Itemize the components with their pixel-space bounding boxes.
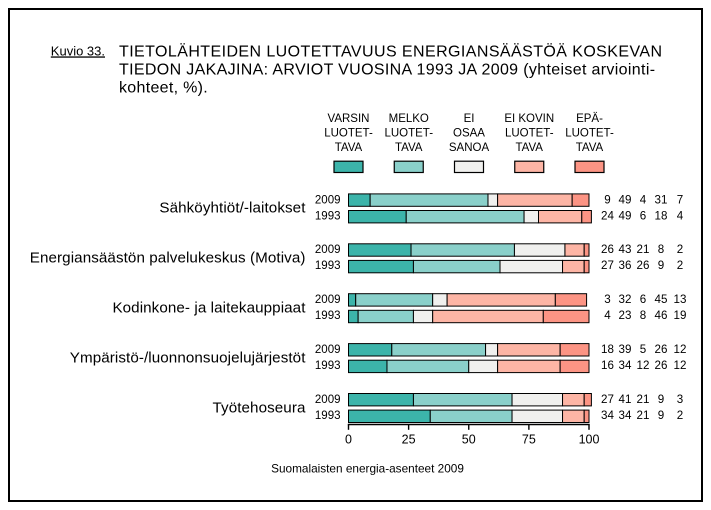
- svg-text:50: 50: [462, 432, 476, 446]
- svg-text:SANOA: SANOA: [449, 142, 490, 154]
- svg-text:45: 45: [655, 293, 668, 306]
- svg-text:kohteet, %).: kohteet, %).: [119, 79, 208, 96]
- svg-text:VARSIN: VARSIN: [328, 113, 370, 125]
- svg-text:Työtehoseura: Työtehoseura: [213, 399, 306, 416]
- svg-text:26: 26: [655, 343, 668, 356]
- svg-text:46: 46: [655, 309, 668, 322]
- svg-text:0: 0: [345, 432, 352, 446]
- svg-text:MELKO: MELKO: [389, 113, 429, 125]
- svg-text:7: 7: [677, 193, 683, 206]
- svg-text:TAVA: TAVA: [395, 142, 423, 154]
- svg-text:9: 9: [658, 393, 664, 406]
- svg-text:LUOTET-: LUOTET-: [384, 128, 433, 140]
- svg-text:4: 4: [677, 209, 684, 222]
- svg-text:2009: 2009: [315, 294, 341, 306]
- svg-text:18: 18: [601, 343, 614, 356]
- svg-text:Sähköyhtiöt/-laitokset: Sähköyhtiöt/-laitokset: [159, 200, 306, 217]
- svg-text:OSAA: OSAA: [453, 128, 485, 140]
- svg-text:EI: EI: [464, 113, 475, 125]
- svg-text:34: 34: [619, 409, 632, 422]
- svg-text:39: 39: [619, 343, 632, 356]
- svg-text:EI KOVIN: EI KOVIN: [504, 113, 554, 125]
- svg-text:1993: 1993: [315, 260, 341, 272]
- svg-text:75: 75: [522, 432, 536, 446]
- svg-text:4: 4: [640, 193, 647, 206]
- svg-text:26: 26: [637, 259, 650, 272]
- svg-text:21: 21: [637, 243, 650, 256]
- svg-text:12: 12: [674, 343, 687, 356]
- svg-text:34: 34: [601, 409, 614, 422]
- svg-text:27: 27: [601, 393, 614, 406]
- svg-text:12: 12: [674, 359, 687, 372]
- svg-text:49: 49: [619, 209, 632, 222]
- svg-text:27: 27: [601, 259, 614, 272]
- svg-text:5: 5: [640, 343, 646, 356]
- svg-text:21: 21: [637, 409, 650, 422]
- svg-text:12: 12: [637, 359, 650, 372]
- svg-text:9: 9: [658, 409, 664, 422]
- svg-text:2: 2: [677, 243, 683, 256]
- svg-text:1993: 1993: [315, 310, 341, 322]
- svg-text:2: 2: [677, 409, 683, 422]
- svg-text:EPÄ-: EPÄ-: [576, 113, 603, 125]
- svg-text:9: 9: [658, 259, 664, 272]
- svg-text:24: 24: [601, 209, 614, 222]
- svg-text:43: 43: [619, 243, 632, 256]
- svg-text:3: 3: [604, 293, 610, 306]
- svg-text:36: 36: [619, 259, 632, 272]
- svg-text:32: 32: [619, 293, 632, 306]
- svg-text:41: 41: [619, 393, 632, 406]
- svg-text:19: 19: [674, 309, 687, 322]
- svg-text:49: 49: [619, 193, 632, 206]
- svg-text:Kuvio 33.: Kuvio 33.: [51, 43, 105, 58]
- svg-text:23: 23: [619, 309, 632, 322]
- svg-text:100: 100: [579, 432, 600, 446]
- svg-text:1993: 1993: [315, 360, 341, 372]
- svg-text:TIEDON JAKAJINA: ARVIOT VUOSIN: TIEDON JAKAJINA: ARVIOT VUOSINA 1993 JA …: [119, 62, 655, 79]
- svg-text:Kodinkone- ja laitekauppiaat: Kodinkone- ja laitekauppiaat: [112, 300, 306, 317]
- svg-text:LUOTET-: LUOTET-: [324, 128, 373, 140]
- svg-text:26: 26: [601, 243, 614, 256]
- svg-text:18: 18: [655, 209, 668, 222]
- svg-text:1993: 1993: [315, 410, 341, 422]
- svg-text:21: 21: [637, 393, 650, 406]
- svg-text:TAVA: TAVA: [335, 142, 363, 154]
- svg-text:6: 6: [640, 209, 646, 222]
- svg-text:2009: 2009: [315, 194, 341, 206]
- svg-text:Suomalaisten energia-asenteet: Suomalaisten energia-asenteet 2009: [271, 462, 464, 476]
- svg-text:8: 8: [640, 309, 646, 322]
- svg-text:13: 13: [674, 293, 687, 306]
- svg-text:2: 2: [677, 259, 683, 272]
- svg-text:LUOTET-: LUOTET-: [505, 128, 554, 140]
- svg-text:26: 26: [655, 359, 668, 372]
- svg-text:16: 16: [601, 359, 614, 372]
- svg-text:8: 8: [658, 243, 664, 256]
- svg-text:Energiansäästön palvelukeskus: Energiansäästön palvelukeskus (Motiva): [30, 250, 306, 267]
- svg-text:25: 25: [402, 432, 416, 446]
- svg-text:2009: 2009: [315, 244, 341, 256]
- svg-text:34: 34: [619, 359, 632, 372]
- svg-text:4: 4: [604, 309, 611, 322]
- svg-text:TAVA: TAVA: [576, 142, 604, 154]
- svg-text:TAVA: TAVA: [516, 142, 544, 154]
- svg-text:1993: 1993: [315, 210, 341, 222]
- svg-text:2009: 2009: [315, 394, 341, 406]
- svg-text:TIETOLÄHTEIDEN LUOTETTAVUUS EN: TIETOLÄHTEIDEN LUOTETTAVUUS ENERGIANSÄÄS…: [119, 43, 662, 61]
- svg-text:2009: 2009: [315, 344, 341, 356]
- svg-text:6: 6: [640, 293, 646, 306]
- svg-text:9: 9: [604, 193, 610, 206]
- svg-text:Ympäristö-/luonnonsuojelujärje: Ympäristö-/luonnonsuojelujärjestöt: [70, 349, 306, 366]
- svg-text:LUOTET-: LUOTET-: [565, 128, 614, 140]
- svg-text:3: 3: [677, 393, 683, 406]
- svg-text:31: 31: [655, 193, 668, 206]
